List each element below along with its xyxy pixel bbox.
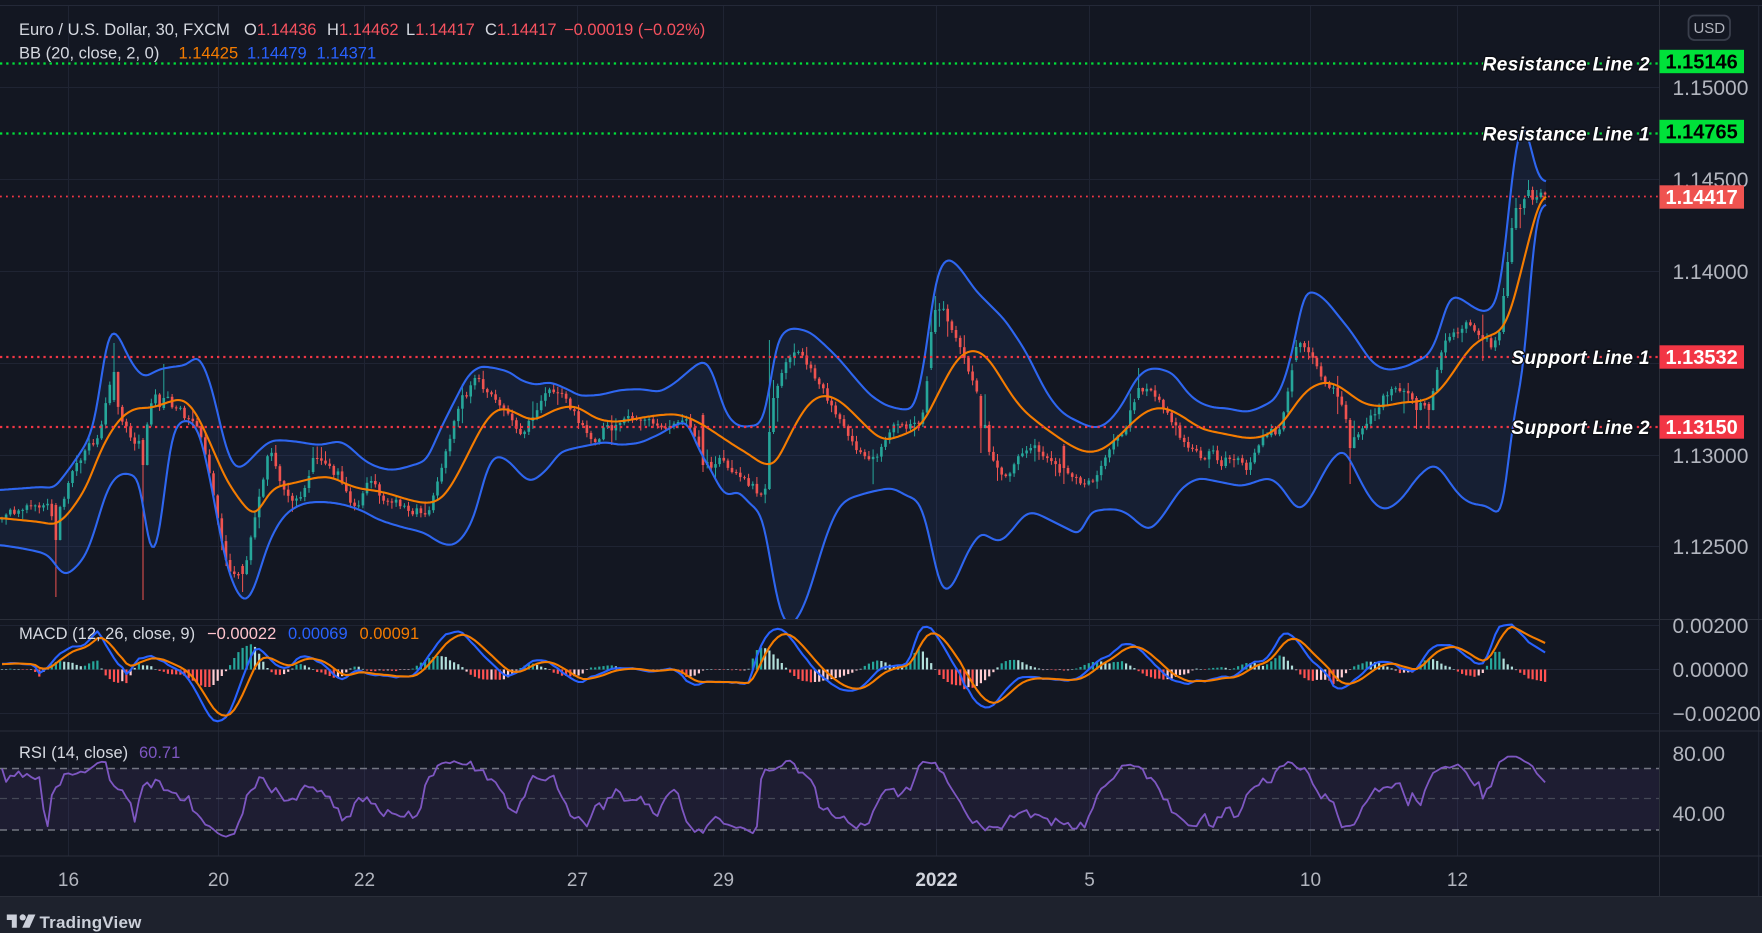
svg-text:Support Line 2: Support Line 2: [1511, 418, 1650, 439]
svg-text:C1.14417: C1.14417: [485, 21, 557, 39]
svg-text:1.13532: 1.13532: [1666, 347, 1738, 369]
svg-text:5: 5: [1084, 870, 1095, 891]
svg-text:1.14417: 1.14417: [1666, 187, 1738, 209]
svg-text:1.14425: 1.14425: [179, 45, 239, 63]
svg-text:1.14479: 1.14479: [247, 45, 307, 63]
svg-text:O1.14436: O1.14436: [244, 21, 317, 39]
svg-text:0.00000: 0.00000: [1673, 659, 1749, 682]
svg-text:1.13150: 1.13150: [1666, 417, 1738, 439]
svg-text:1.13000: 1.13000: [1673, 445, 1749, 468]
svg-text:16: 16: [58, 870, 79, 891]
svg-text:−0.00022: −0.00022: [207, 625, 276, 643]
svg-text:27: 27: [567, 870, 588, 891]
svg-text:1.14000: 1.14000: [1673, 261, 1749, 284]
svg-text:29: 29: [713, 870, 734, 891]
svg-text:Euro / U.S. Dollar, 30, FXCM: Euro / U.S. Dollar, 30, FXCM: [19, 21, 230, 39]
svg-text:1.12500: 1.12500: [1673, 536, 1749, 559]
svg-text:H1.14462: H1.14462: [327, 21, 399, 39]
svg-text:−0.00200: −0.00200: [1673, 703, 1761, 726]
svg-text:22: 22: [354, 870, 375, 891]
svg-text:Resistance Line 1: Resistance Line 1: [1483, 125, 1650, 146]
svg-text:RSI (14, close): RSI (14, close): [19, 744, 128, 762]
svg-text:BB (20, close, 2, 0): BB (20, close, 2, 0): [19, 45, 159, 63]
svg-text:1.15146: 1.15146: [1666, 52, 1738, 74]
svg-text:1.15000: 1.15000: [1673, 77, 1749, 100]
svg-text:TradingView: TradingView: [40, 913, 143, 932]
svg-text:L1.14417: L1.14417: [406, 21, 475, 39]
svg-text:1.14371: 1.14371: [317, 45, 377, 63]
svg-text:0.00091: 0.00091: [360, 625, 420, 643]
svg-text:20: 20: [208, 870, 229, 891]
svg-text:Support Line 1: Support Line 1: [1511, 348, 1650, 369]
svg-text:Resistance Line 2: Resistance Line 2: [1483, 55, 1650, 76]
svg-text:−0.00019 (−0.02%): −0.00019 (−0.02%): [564, 21, 705, 39]
svg-text:10: 10: [1300, 870, 1321, 891]
svg-text:2022: 2022: [915, 870, 957, 891]
svg-text:0.00200: 0.00200: [1673, 615, 1749, 638]
svg-text:USD: USD: [1693, 20, 1725, 37]
svg-text:60.71: 60.71: [139, 744, 180, 762]
svg-text:0.00069: 0.00069: [288, 625, 348, 643]
svg-text:40.00: 40.00: [1673, 803, 1726, 826]
svg-text:1.14765: 1.14765: [1666, 122, 1738, 144]
svg-text:12: 12: [1447, 870, 1468, 891]
svg-text:MACD (12, 26, close, 9): MACD (12, 26, close, 9): [19, 625, 195, 643]
svg-text:80.00: 80.00: [1673, 743, 1726, 766]
